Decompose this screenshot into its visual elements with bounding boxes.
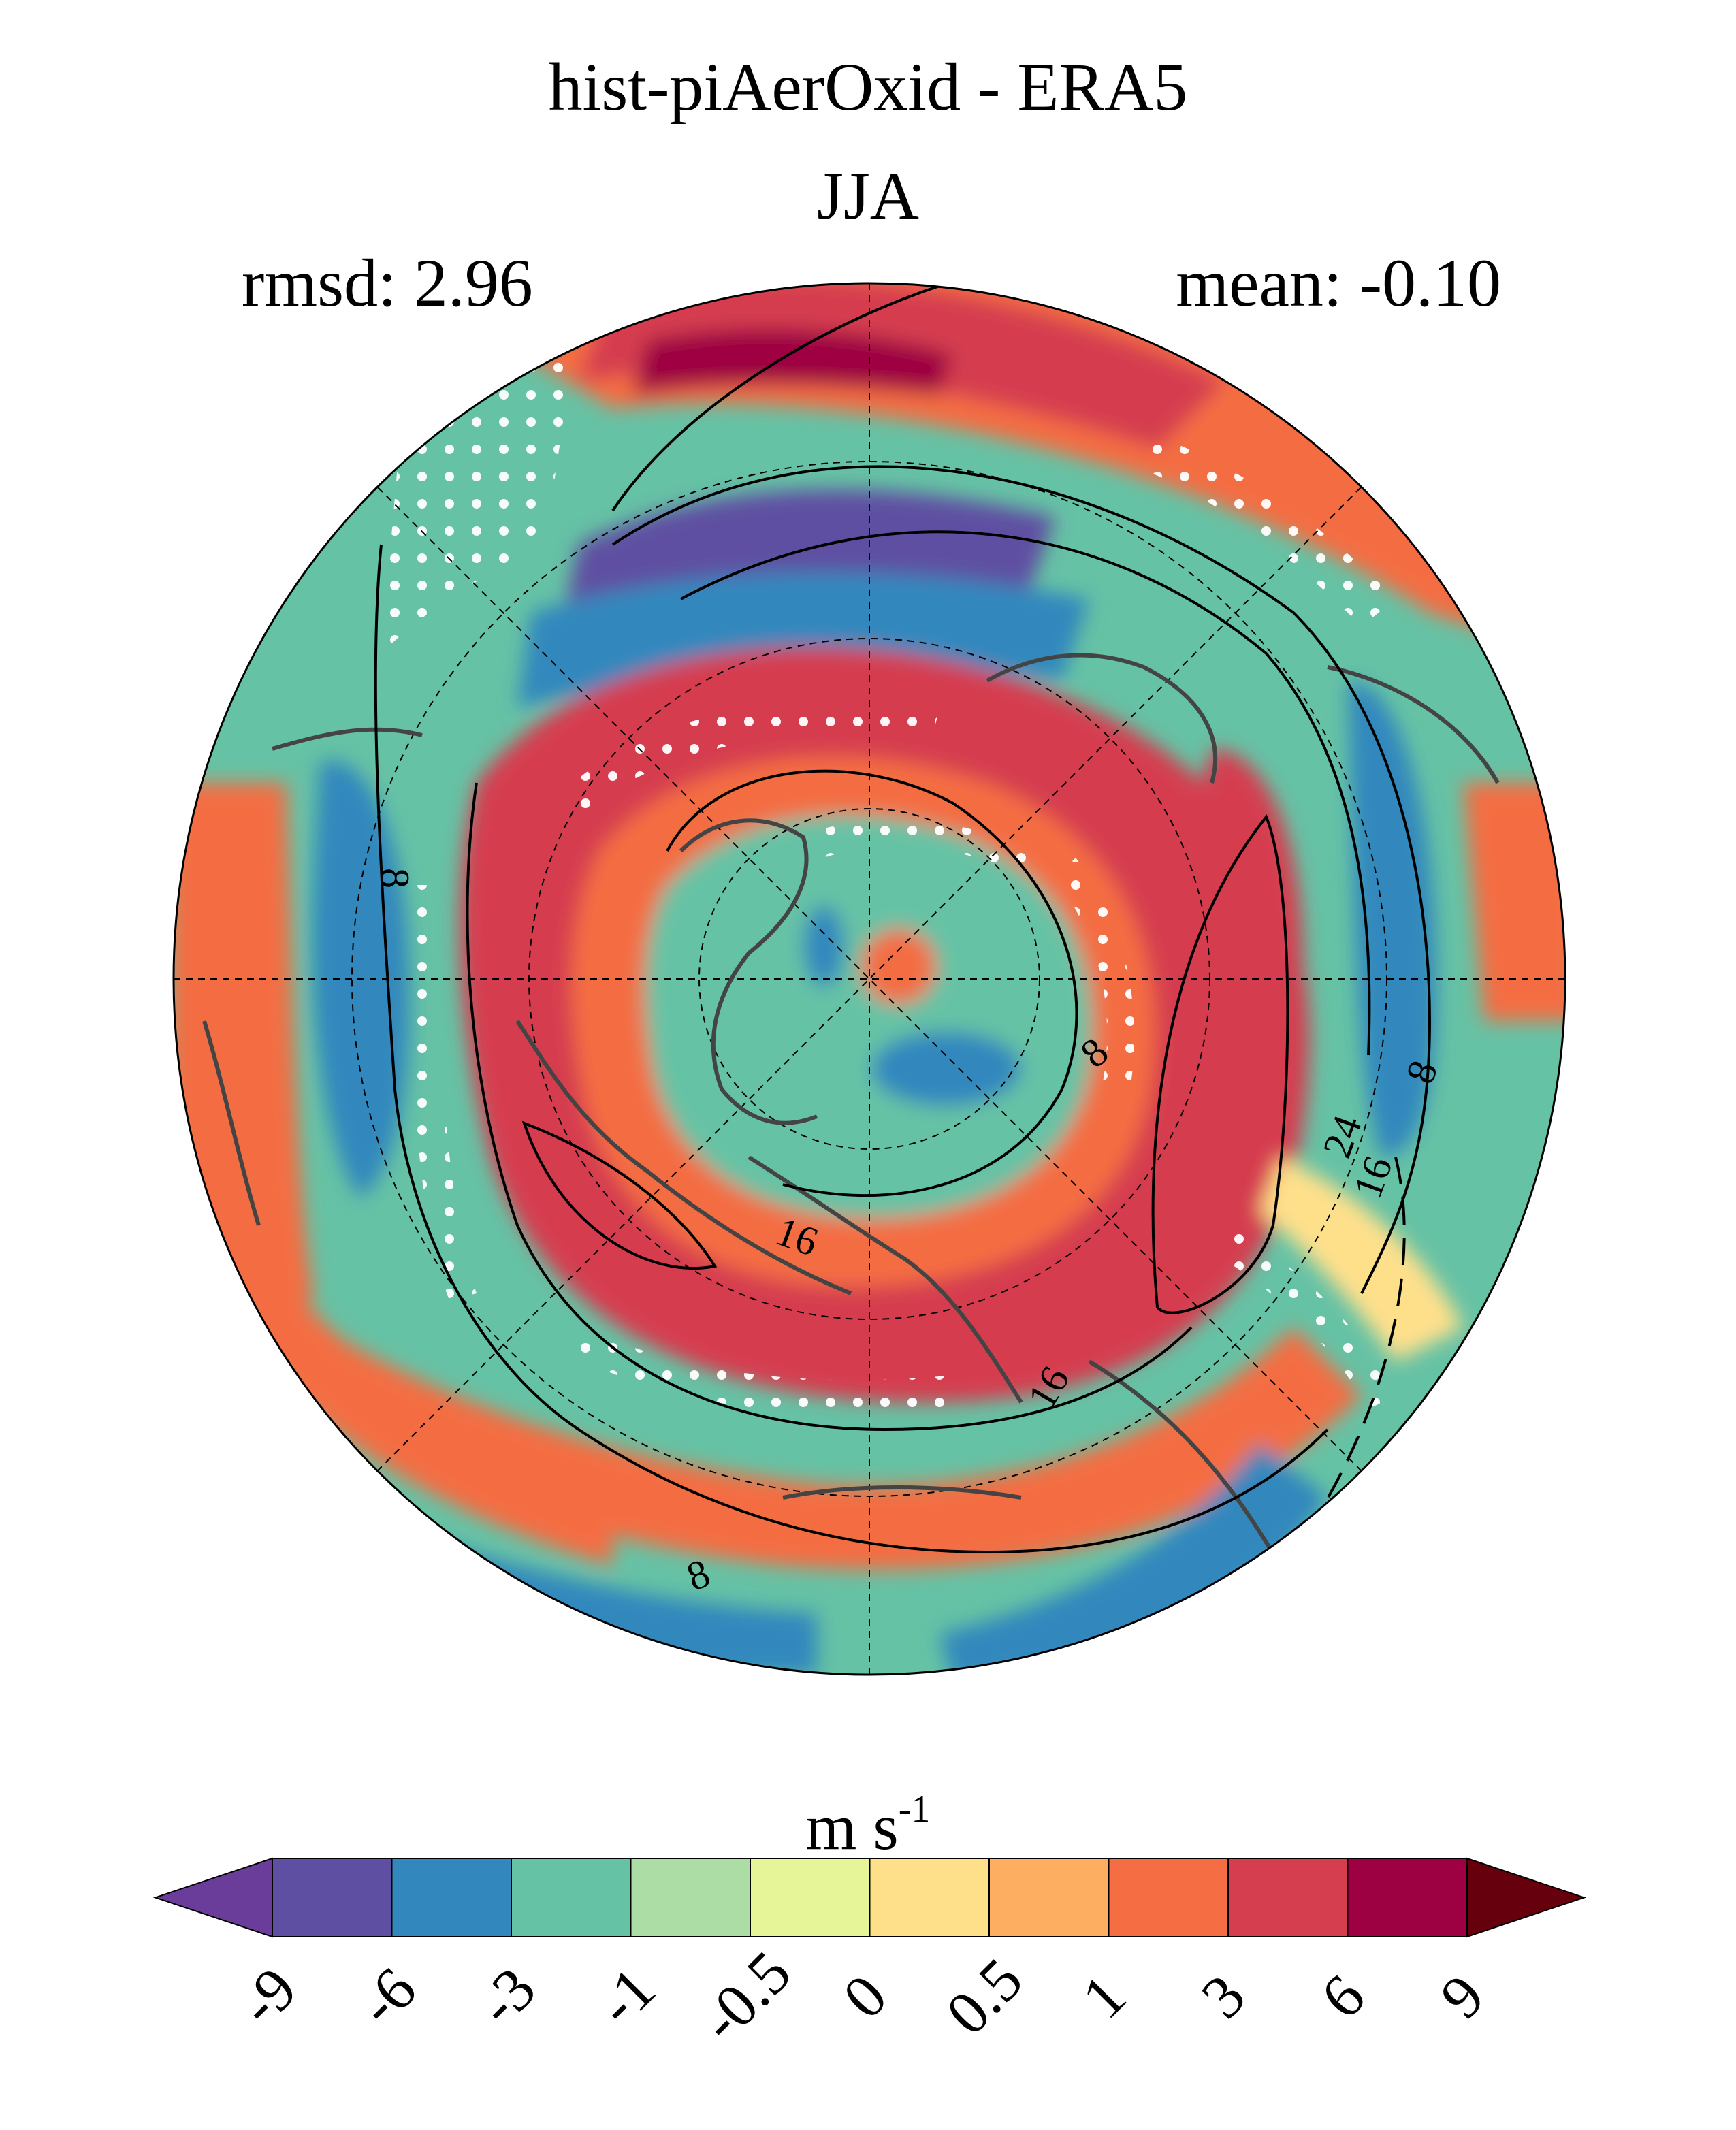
colorbar-box <box>1227 1858 1349 1937</box>
units-base: m s <box>805 1790 899 1863</box>
units-exponent: -1 <box>898 1788 931 1830</box>
map-disc <box>174 283 1565 1675</box>
colorbar-box <box>630 1858 751 1937</box>
colorbar-tick-label: -3 <box>465 1955 549 2039</box>
colorbar-box <box>750 1858 871 1937</box>
contour-label: 8 <box>372 868 417 888</box>
colorbar-tick-label: 9 <box>1428 1962 1497 2031</box>
colorbar-tick-label: 0.5 <box>934 1946 1036 2048</box>
colorbar-tick-label: 3 <box>1189 1962 1258 2031</box>
map-border <box>172 282 1566 1676</box>
plot-title: hist-piAerOxid - ERA5 <box>548 49 1188 125</box>
colorbar-tick-label: -6 <box>345 1955 429 2039</box>
colorbar-box <box>869 1858 990 1937</box>
colorbar-box <box>1108 1858 1229 1937</box>
colorbar-box <box>391 1858 512 1937</box>
colorbar-tick-label: 0 <box>831 1962 900 2031</box>
colorbar-box <box>1347 1858 1468 1937</box>
climatology-contours <box>374 285 1432 1635</box>
colorbar-under-triangle <box>152 1857 273 1938</box>
colorbar-tick-label: -0.5 <box>688 1939 804 2055</box>
colorbar-box <box>272 1858 393 1937</box>
mean-label: mean: -0.10 <box>1176 245 1501 321</box>
colorbar-tick-label: 1 <box>1070 1962 1139 2031</box>
season-label: JJA <box>816 158 920 233</box>
rmsd-label: rmsd: 2.96 <box>242 245 533 321</box>
colorbar-over-triangle <box>1466 1857 1587 1938</box>
polar-map: 8 8 8 16 16 16 24 8 <box>172 282 1566 1676</box>
colorbar-box <box>511 1858 632 1937</box>
colorbar-tick-label: 6 <box>1308 1962 1378 2031</box>
colorbar-box <box>988 1858 1110 1937</box>
colorbar-tick-label: -1 <box>584 1955 668 2039</box>
colorbar-units: m s-1 <box>0 1790 1736 1860</box>
colorbar-tick-label: -9 <box>226 1955 310 2039</box>
